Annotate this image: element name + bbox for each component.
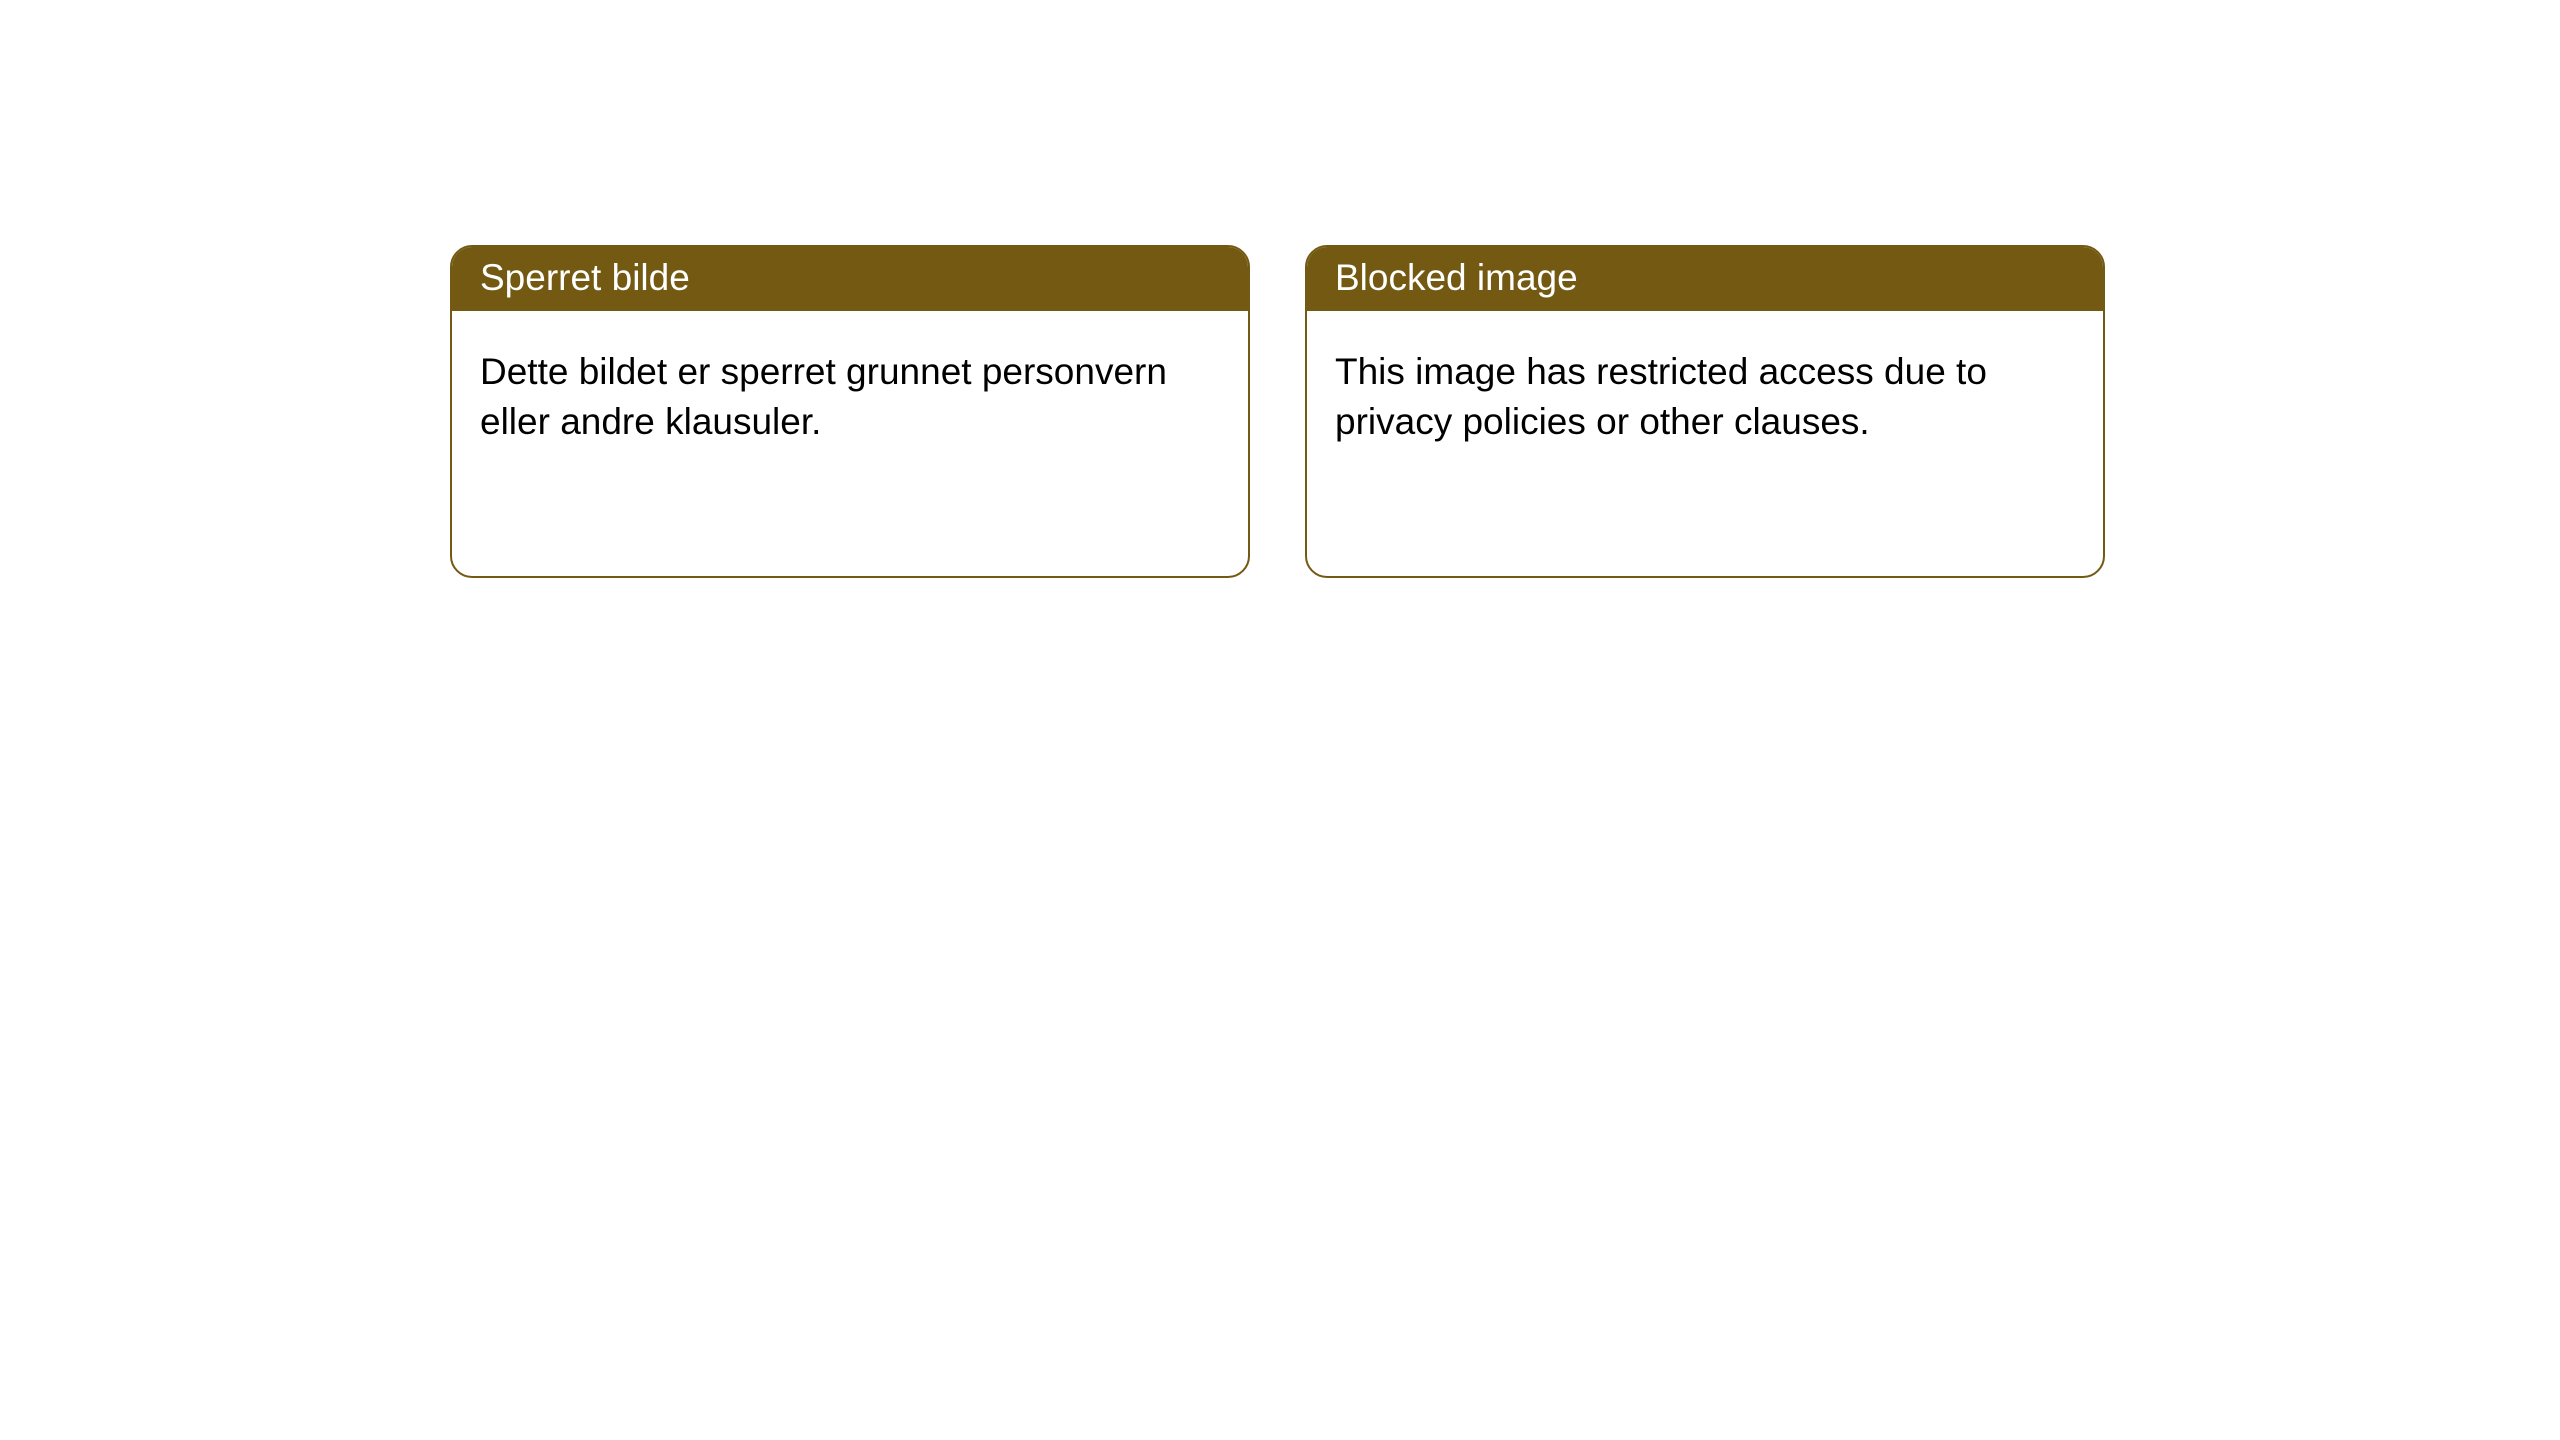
blocked-image-card-norwegian: Sperret bilde Dette bildet er sperret gr…: [450, 245, 1250, 578]
card-title: Blocked image: [1307, 247, 2103, 311]
card-body: This image has restricted access due to …: [1307, 311, 2103, 483]
blocked-image-card-english: Blocked image This image has restricted …: [1305, 245, 2105, 578]
blocked-image-cards: Sperret bilde Dette bildet er sperret gr…: [450, 245, 2105, 578]
card-title: Sperret bilde: [452, 247, 1248, 311]
card-body: Dette bildet er sperret grunnet personve…: [452, 311, 1248, 483]
